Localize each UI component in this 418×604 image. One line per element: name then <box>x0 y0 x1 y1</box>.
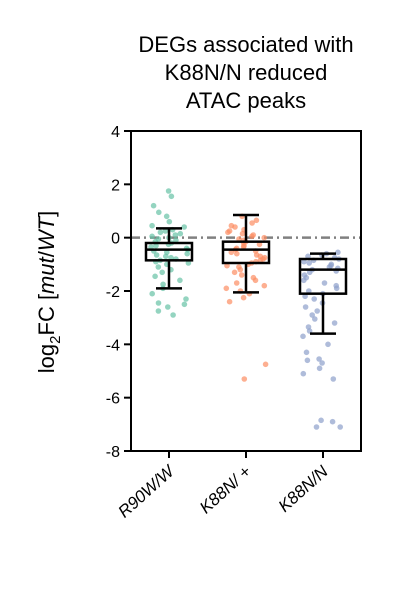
data-point <box>242 376 248 382</box>
data-point <box>170 312 176 318</box>
data-point <box>318 418 324 424</box>
data-point <box>240 231 246 237</box>
data-point <box>249 234 255 240</box>
data-point <box>232 270 238 276</box>
y-axis-label: log2FC [mut/WT] <box>34 211 64 373</box>
data-point <box>225 230 231 236</box>
data-point <box>261 235 267 241</box>
data-point <box>173 232 179 238</box>
data-point <box>330 419 336 425</box>
data-point <box>182 302 188 308</box>
data-point <box>239 272 245 278</box>
data-point <box>165 304 171 310</box>
data-point <box>149 234 155 240</box>
data-point <box>253 278 259 284</box>
data-point <box>334 286 340 292</box>
data-point <box>163 253 169 259</box>
data-point <box>151 203 157 209</box>
y-axis-ticks: 4 2 0 -2 -4 -6 -8 <box>106 124 131 461</box>
data-point <box>337 424 343 430</box>
data-point <box>183 296 189 302</box>
x-tick-label: K88N/ + <box>196 462 255 518</box>
x-axis-ticks: R90W/W K88N/ + K88N/N <box>114 451 332 521</box>
data-point <box>232 224 238 230</box>
data-point <box>332 320 338 326</box>
data-point <box>234 280 240 286</box>
data-point <box>303 304 309 310</box>
data-point <box>325 342 331 348</box>
data-point <box>314 424 320 430</box>
data-point <box>262 283 268 289</box>
data-point <box>156 300 162 306</box>
data-point <box>181 224 187 230</box>
chart-title: DEGs associated with K88N/N reduced ATAC… <box>138 32 353 113</box>
data-point <box>301 371 307 377</box>
data-point <box>156 264 162 270</box>
data-point <box>156 308 162 314</box>
chart-title-line-2: K88N/N reduced <box>165 60 328 85</box>
y-tick-label: 2 <box>111 177 120 194</box>
x-tick-label: R90W/W <box>114 461 179 522</box>
data-point <box>167 219 173 225</box>
data-point <box>238 267 244 273</box>
data-point <box>152 274 158 280</box>
data-point <box>304 350 310 356</box>
data-point <box>234 251 240 257</box>
data-point <box>169 194 175 200</box>
data-point <box>158 230 164 236</box>
box-3 <box>300 254 346 334</box>
data-point <box>311 296 317 302</box>
data-point <box>300 334 306 340</box>
data-point <box>227 299 233 305</box>
data-point <box>164 214 170 220</box>
data-point <box>177 278 183 284</box>
data-point <box>322 280 328 286</box>
chart-title-line-3: ATAC peaks <box>186 88 306 113</box>
y-tick-label: -4 <box>106 337 120 354</box>
data-point <box>301 278 307 284</box>
y-tick-label: 0 <box>111 231 120 248</box>
data-point <box>159 270 165 276</box>
data-point <box>331 376 337 382</box>
data-point <box>263 362 269 368</box>
data-point <box>319 360 325 366</box>
data-point <box>317 366 323 372</box>
data-point <box>149 223 155 229</box>
data-point <box>178 231 184 237</box>
data-point <box>154 252 160 258</box>
data-point <box>306 260 312 266</box>
data-point <box>156 210 162 216</box>
chart-title-line-1: DEGs associated with <box>138 32 353 57</box>
data-point <box>305 358 311 364</box>
data-point <box>241 295 247 301</box>
y-tick-label: -2 <box>106 284 120 301</box>
data-point <box>149 291 155 297</box>
y-tick-label: 4 <box>111 124 120 141</box>
data-point <box>224 286 230 292</box>
data-point <box>249 220 255 226</box>
y-tick-label: -6 <box>106 391 120 408</box>
x-tick-label: K88N/N <box>275 461 332 515</box>
data-point <box>312 316 318 322</box>
data-point <box>184 251 190 257</box>
data-point <box>166 188 172 194</box>
y-tick-label: -8 <box>106 444 120 461</box>
data-point <box>314 308 320 314</box>
